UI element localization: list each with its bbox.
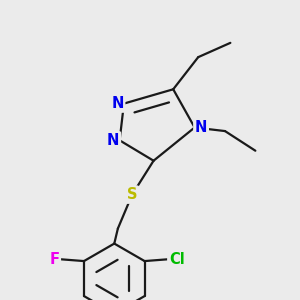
Text: S: S xyxy=(127,187,137,202)
Text: Cl: Cl xyxy=(169,252,184,267)
Text: N: N xyxy=(111,96,124,111)
Text: N: N xyxy=(107,133,119,148)
Text: F: F xyxy=(49,252,59,267)
Text: N: N xyxy=(195,120,207,135)
